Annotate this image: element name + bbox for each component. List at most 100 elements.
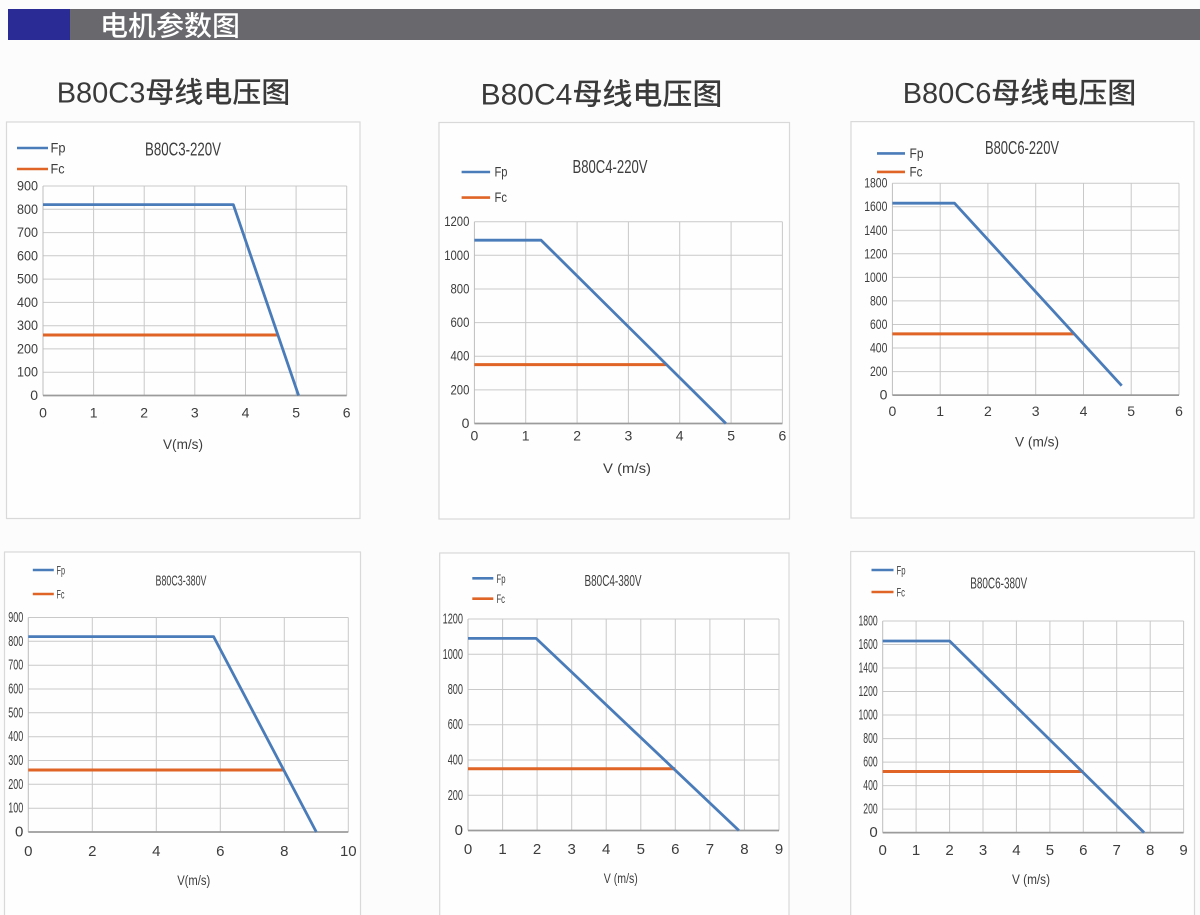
svg-text:2: 2 xyxy=(140,405,148,421)
svg-text:1200: 1200 xyxy=(864,245,887,261)
svg-text:7: 7 xyxy=(706,841,714,858)
svg-text:1800: 1800 xyxy=(859,613,878,630)
svg-text:0: 0 xyxy=(869,824,877,841)
svg-text:100: 100 xyxy=(8,800,23,817)
svg-text:1: 1 xyxy=(498,841,506,858)
svg-text:800: 800 xyxy=(870,292,888,308)
svg-text:4: 4 xyxy=(242,405,250,421)
svg-text:1000: 1000 xyxy=(443,646,463,663)
svg-text:6: 6 xyxy=(1175,403,1183,419)
svg-text:V (m/s): V (m/s) xyxy=(1015,434,1059,450)
svg-text:Fc: Fc xyxy=(497,592,506,606)
svg-text:1600: 1600 xyxy=(864,198,887,214)
svg-text:Fc: Fc xyxy=(897,586,906,600)
svg-text:0: 0 xyxy=(471,428,479,444)
svg-text:1: 1 xyxy=(90,405,98,421)
svg-text:500: 500 xyxy=(8,704,23,721)
svg-text:600: 600 xyxy=(448,716,463,733)
svg-text:B80C6: B80C6 xyxy=(903,78,992,110)
svg-text:B80C4: B80C4 xyxy=(481,79,573,112)
svg-text:Fp: Fp xyxy=(910,145,924,161)
svg-text:0: 0 xyxy=(39,405,47,421)
svg-text:1: 1 xyxy=(936,403,944,419)
svg-text:Fc: Fc xyxy=(910,163,923,179)
svg-text:10: 10 xyxy=(340,843,357,860)
svg-text:9: 9 xyxy=(1179,842,1187,859)
svg-text:6: 6 xyxy=(671,841,679,858)
svg-text:0: 0 xyxy=(462,415,470,431)
svg-text:2: 2 xyxy=(88,843,96,860)
svg-text:Fp: Fp xyxy=(57,564,66,578)
svg-text:1600: 1600 xyxy=(859,636,878,653)
svg-text:4: 4 xyxy=(676,428,684,444)
svg-text:Fc: Fc xyxy=(51,161,65,177)
svg-text:8: 8 xyxy=(740,841,748,858)
svg-text:V (m/s): V (m/s) xyxy=(1012,871,1050,887)
svg-text:3: 3 xyxy=(625,428,633,444)
svg-text:200: 200 xyxy=(870,363,888,379)
svg-text:B80C3-220V: B80C3-220V xyxy=(145,140,221,160)
svg-text:3: 3 xyxy=(1032,403,1040,419)
svg-text:Fp: Fp xyxy=(497,572,506,586)
svg-text:6: 6 xyxy=(343,405,351,421)
svg-text:4: 4 xyxy=(602,841,610,858)
svg-text:1000: 1000 xyxy=(444,247,469,263)
svg-text:5: 5 xyxy=(292,405,300,421)
svg-text:0: 0 xyxy=(24,843,32,860)
svg-text:400: 400 xyxy=(17,294,38,310)
svg-text:0: 0 xyxy=(889,403,897,419)
svg-text:1: 1 xyxy=(912,842,920,859)
svg-text:3: 3 xyxy=(568,841,576,858)
svg-text:500: 500 xyxy=(17,271,38,287)
svg-text:1400: 1400 xyxy=(864,222,887,238)
svg-text:6: 6 xyxy=(779,428,787,444)
svg-text:8: 8 xyxy=(280,843,288,860)
svg-text:700: 700 xyxy=(8,657,23,674)
svg-text:V(m/s): V(m/s) xyxy=(177,872,210,888)
svg-text:3: 3 xyxy=(979,842,987,859)
svg-text:200: 200 xyxy=(17,340,38,356)
svg-text:B80C4-380V: B80C4-380V xyxy=(585,573,642,590)
svg-text:Fp: Fp xyxy=(495,164,508,180)
svg-text:700: 700 xyxy=(17,224,38,240)
svg-text:1400: 1400 xyxy=(859,660,878,677)
svg-text:9: 9 xyxy=(775,841,783,858)
svg-text:5: 5 xyxy=(1127,403,1135,419)
svg-text:1000: 1000 xyxy=(864,269,887,285)
svg-text:400: 400 xyxy=(451,348,470,364)
svg-text:600: 600 xyxy=(870,316,888,332)
svg-text:7: 7 xyxy=(1113,842,1121,859)
svg-text:2: 2 xyxy=(945,842,953,859)
svg-text:400: 400 xyxy=(870,340,888,356)
svg-text:900: 900 xyxy=(8,609,23,626)
svg-text:800: 800 xyxy=(8,633,23,650)
svg-text:800: 800 xyxy=(863,730,877,747)
svg-text:V (m/s): V (m/s) xyxy=(604,870,638,886)
svg-text:V (m/s): V (m/s) xyxy=(603,460,651,476)
svg-text:600: 600 xyxy=(17,247,38,263)
svg-text:900: 900 xyxy=(17,178,38,194)
svg-text:1200: 1200 xyxy=(443,611,463,628)
svg-text:1000: 1000 xyxy=(859,707,878,724)
svg-text:Fp: Fp xyxy=(897,564,906,578)
svg-text:400: 400 xyxy=(8,728,23,745)
svg-text:1200: 1200 xyxy=(444,213,469,229)
svg-text:B80C6-380V: B80C6-380V xyxy=(970,576,1027,593)
svg-text:4: 4 xyxy=(1080,403,1088,419)
svg-text:V(m/s): V(m/s) xyxy=(163,436,203,452)
svg-text:4: 4 xyxy=(1012,842,1020,859)
svg-text:0: 0 xyxy=(455,822,463,839)
svg-text:5: 5 xyxy=(637,841,645,858)
svg-text:300: 300 xyxy=(17,317,38,333)
svg-text:B80C4-220V: B80C4-220V xyxy=(573,157,648,177)
svg-text:0: 0 xyxy=(30,387,38,403)
svg-text:2: 2 xyxy=(573,428,581,444)
svg-text:4: 4 xyxy=(152,843,160,860)
svg-text:Fc: Fc xyxy=(57,588,65,602)
svg-text:0: 0 xyxy=(879,842,887,859)
svg-text:100: 100 xyxy=(17,364,38,380)
svg-text:Fp: Fp xyxy=(51,140,66,156)
svg-text:400: 400 xyxy=(863,777,877,794)
svg-text:800: 800 xyxy=(448,681,463,698)
svg-text:800: 800 xyxy=(451,281,470,297)
